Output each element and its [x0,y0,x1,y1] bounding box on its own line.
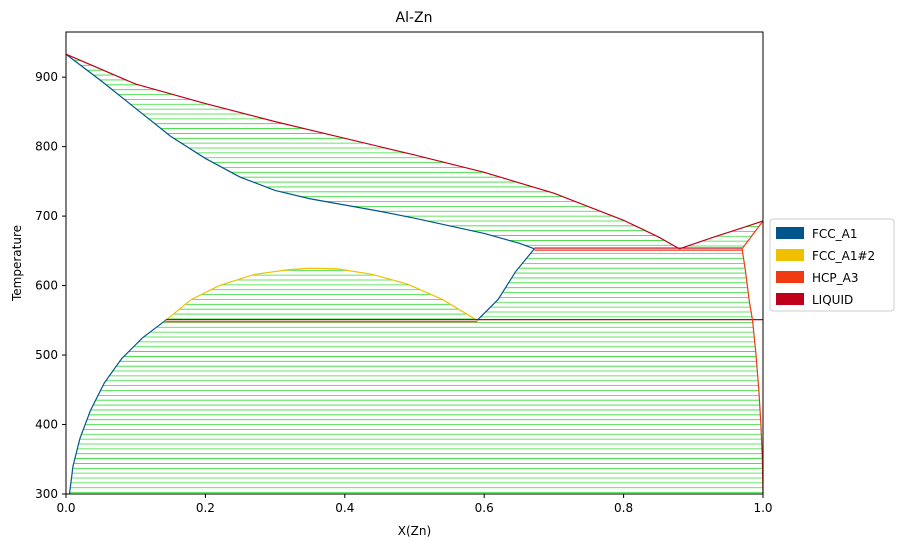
phase-boundary-layer [65,53,764,495]
legend-box [769,218,895,312]
legend-entry-label: HCP_A3 [812,271,858,285]
legend-swatch [776,293,804,305]
phase-boundary-liquid [679,220,764,250]
phase-boundary-fcc-a1-2 [165,267,478,321]
y-axis-label: Temperature [10,225,24,302]
y-tick-label: 400 [35,418,58,432]
x-axis-label: X(Zn) [398,524,431,538]
x-tick-label: 0.0 [56,501,75,515]
x-axis-ticks: 0.0 0.2 0.4 0.6 0.8 1.0 [56,494,773,515]
y-tick-label: 300 [35,487,58,501]
phase-boundary-hcp-a3 [741,248,764,495]
y-tick-label: 500 [35,348,58,362]
y-axis-ticks: 300 400 500 600 700 800 900 [35,70,66,501]
legend-swatch [776,249,804,261]
legend-entry-label: FCC_A1#2 [812,249,875,263]
x-tick-label: 0.6 [475,501,494,515]
phase-boundary-fcc-a1 [65,53,535,250]
x-tick-label: 0.8 [614,501,633,515]
tieline-layer [69,60,763,494]
x-tick-label: 1.0 [753,501,772,515]
y-tick-label: 900 [35,70,58,84]
legend-entry-label: FCC_A1 [812,227,858,241]
phase-boundary-hcp-a3 [741,220,764,250]
y-tick-label: 700 [35,209,58,223]
plot-area-frame [65,31,764,495]
y-tick-label: 600 [35,279,58,293]
phase-boundary-liquid [65,53,680,250]
legend-swatch [776,227,804,239]
y-tick-label: 800 [35,140,58,154]
chart-title: Al-Zn [396,10,433,26]
legend-entry-label: LIQUID [812,293,853,307]
legend: FCC_A1 FCC_A1#2 HCP_A3 LIQUID [769,218,895,312]
legend-swatch [776,271,804,283]
phase-boundary-fcc-a1 [68,319,167,495]
x-tick-label: 0.4 [335,501,354,515]
x-tick-label: 0.2 [196,501,215,515]
phase-boundary-fcc-a1 [476,248,535,321]
